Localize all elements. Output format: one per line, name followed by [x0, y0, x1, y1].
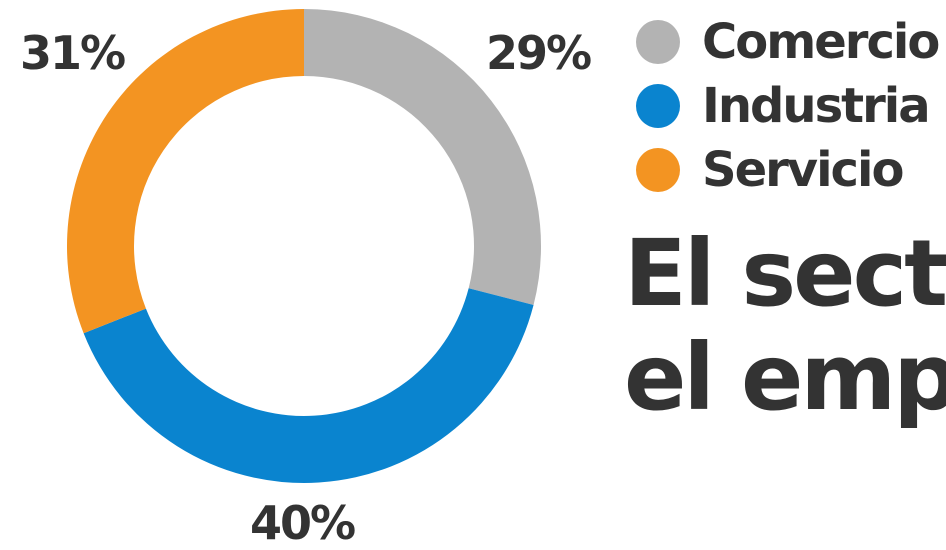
- headline: El sect el emp: [624, 222, 946, 430]
- legend-item-servicio: Servicio: [636, 138, 938, 202]
- slice-label-industria: 40%: [250, 496, 356, 550]
- headline-line-1: El sect: [624, 220, 946, 327]
- donut-chart: [67, 9, 541, 483]
- legend-swatch-industria: [636, 84, 680, 128]
- chart-legend: Comercio Industria Servicio: [636, 10, 940, 202]
- legend-swatch-comercio: [636, 20, 680, 64]
- legend-label-servicio: Servicio: [702, 142, 904, 198]
- headline-line-2: el emp: [624, 324, 946, 431]
- slice-label-servicio: 31%: [20, 26, 126, 80]
- legend-item-industria: Industria: [636, 74, 938, 138]
- donut-slice-comercio: [304, 9, 541, 305]
- legend-swatch-servicio: [636, 148, 680, 192]
- legend-label-comercio: Comercio: [702, 14, 940, 70]
- legend-label-industria: Industria: [702, 78, 931, 134]
- legend-item-comercio: Comercio: [636, 10, 940, 74]
- donut-slice-industria: [83, 288, 534, 483]
- slice-label-comercio: 29%: [486, 26, 592, 80]
- donut-slice-servicio: [67, 9, 305, 334]
